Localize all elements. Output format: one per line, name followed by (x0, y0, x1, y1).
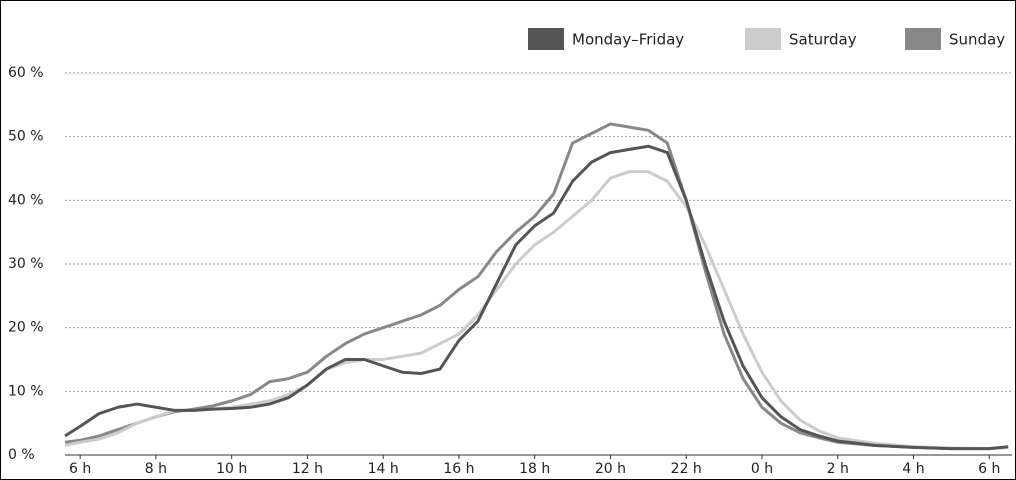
x-tick-label: 10 h (216, 461, 247, 477)
legend-label: Saturday (789, 31, 857, 49)
x-tick-label: 14 h (368, 461, 399, 477)
x-tick-label: 6 h (978, 461, 1000, 477)
legend-swatch (905, 28, 941, 50)
y-tick-label: 30 % (8, 256, 44, 272)
y-tick-label: 60 % (8, 65, 44, 81)
x-tick-label: 6 h (69, 461, 91, 477)
series-line (64, 122, 1009, 451)
x-tick-label: 20 h (595, 461, 626, 477)
x-tick-label: 12 h (292, 461, 323, 477)
x-tick-label: 4 h (902, 461, 924, 477)
x-tick-label: 8 h (145, 461, 167, 477)
legend-label: Monday–Friday (572, 31, 684, 49)
series-line (64, 144, 1009, 451)
x-tick-label: 2 h (827, 461, 849, 477)
y-tick-label: 50 % (8, 129, 44, 145)
x-tick-label: 0 h (751, 461, 773, 477)
y-tick-label: 40 % (8, 192, 44, 208)
y-tick-label: 20 % (8, 320, 44, 336)
legend-swatch (745, 28, 781, 50)
x-tick-label: 16 h (443, 461, 474, 477)
legend-label: Sunday (949, 31, 1005, 49)
y-tick-label: 10 % (8, 383, 44, 399)
x-tick-label: 22 h (671, 461, 702, 477)
x-tick-label: 18 h (519, 461, 550, 477)
y-tick-label: 0 % (8, 447, 35, 463)
legend-swatch (528, 28, 564, 50)
